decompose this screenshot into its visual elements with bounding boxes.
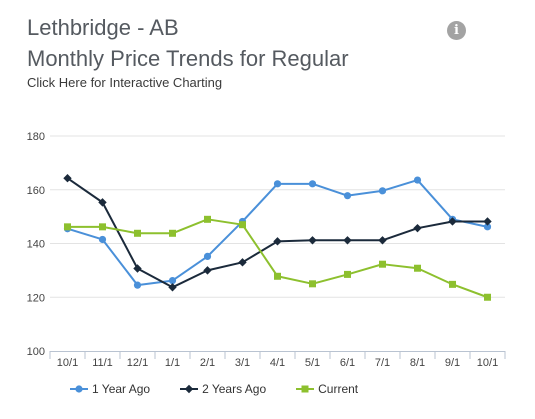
legend-label: Current [318,382,359,396]
data-point-1-year-ago [203,252,212,260]
y-tick-label: 140 [27,239,45,251]
data-point-2-years-ago [98,198,107,207]
x-tick-label: 1/1 [165,357,180,369]
data-point-2-years-ago [273,237,282,246]
page-subtitle: Monthly Price Trends for Regular [27,46,349,71]
data-point-1-year-ago [133,281,142,289]
x-tick-label: 9/1 [445,357,460,369]
data-point-current [99,223,106,231]
data-point-current [309,280,316,288]
data-point-current [204,215,211,223]
chart-legend: 1 Year Ago 2 Years Ago Current [70,380,388,398]
data-point-1-year-ago [343,192,352,200]
data-point-2-years-ago [343,236,352,245]
data-point-1-year-ago [308,180,317,188]
data-point-1-year-ago [483,223,492,231]
page-title: Lethbridge - AB [27,15,179,40]
title-block: Lethbridge - AB Monthly Price Trends for… [27,14,349,92]
data-point-2-years-ago [308,236,317,245]
data-point-current [169,229,176,237]
data-point-current [64,223,71,231]
x-tick-label: 11/1 [92,357,113,369]
x-tick-label: 2/1 [200,357,215,369]
data-point-current [414,264,421,272]
data-point-2-years-ago [168,283,177,292]
legend-marker [301,385,309,393]
data-point-1-year-ago [168,276,177,285]
legend-marker [75,385,83,393]
y-tick-label: 160 [27,185,45,197]
data-point-2-years-ago [483,217,492,226]
x-tick-label: 10/1 [57,357,78,369]
data-point-2-years-ago [448,217,457,226]
legend-symbol-current [296,385,315,393]
series-line-current [67,218,488,299]
data-point-1-year-ago [273,180,282,188]
data-point-current [134,229,141,237]
x-tick-label: 10/1 [477,357,498,369]
data-point-2-years-ago [63,173,72,183]
legend-item-2-years-ago[interactable]: 2 Years Ago [180,382,266,396]
x-tick-label: 4/1 [270,357,285,369]
info-icon[interactable]: i [447,21,466,40]
data-point-1-year-ago [98,235,107,244]
data-point-2-years-ago [203,266,212,275]
data-point-current [449,280,456,288]
x-tick-label: 7/1 [375,357,390,369]
y-tick-label: 180 [27,131,45,143]
data-point-current [484,293,491,301]
x-tick-label: 3/1 [235,357,250,369]
legend-symbol-2-years-ago [180,384,199,394]
data-point-1-year-ago [413,176,422,184]
data-point-2-years-ago [378,236,387,245]
x-tick-label: 8/1 [410,357,425,369]
x-tick-label: 6/1 [340,357,355,369]
legend-symbol-1-year-ago [70,385,88,393]
data-point-2-years-ago [238,258,247,267]
data-point-current [239,221,246,229]
interactive-charting-link[interactable]: Click Here for Interactive Charting [27,75,223,90]
legend-label: 1 Year Ago [92,382,151,396]
data-point-2-years-ago [133,264,142,273]
x-tick-label: 12/1 [127,357,148,369]
data-point-current [274,272,281,280]
data-point-current [379,260,386,268]
legend-label: 2 Years Ago [202,382,267,396]
data-point-1-year-ago [378,187,387,195]
legend-item-current[interactable]: Current [296,382,358,396]
y-tick-label: 100 [27,346,45,358]
data-point-2-years-ago [413,223,422,233]
legend-marker [184,384,194,394]
y-tick-label: 120 [27,292,45,304]
x-tick-label: 5/1 [305,357,320,369]
legend-item-1-year-ago[interactable]: 1 Year Ago [70,382,150,396]
data-point-current [344,270,351,278]
